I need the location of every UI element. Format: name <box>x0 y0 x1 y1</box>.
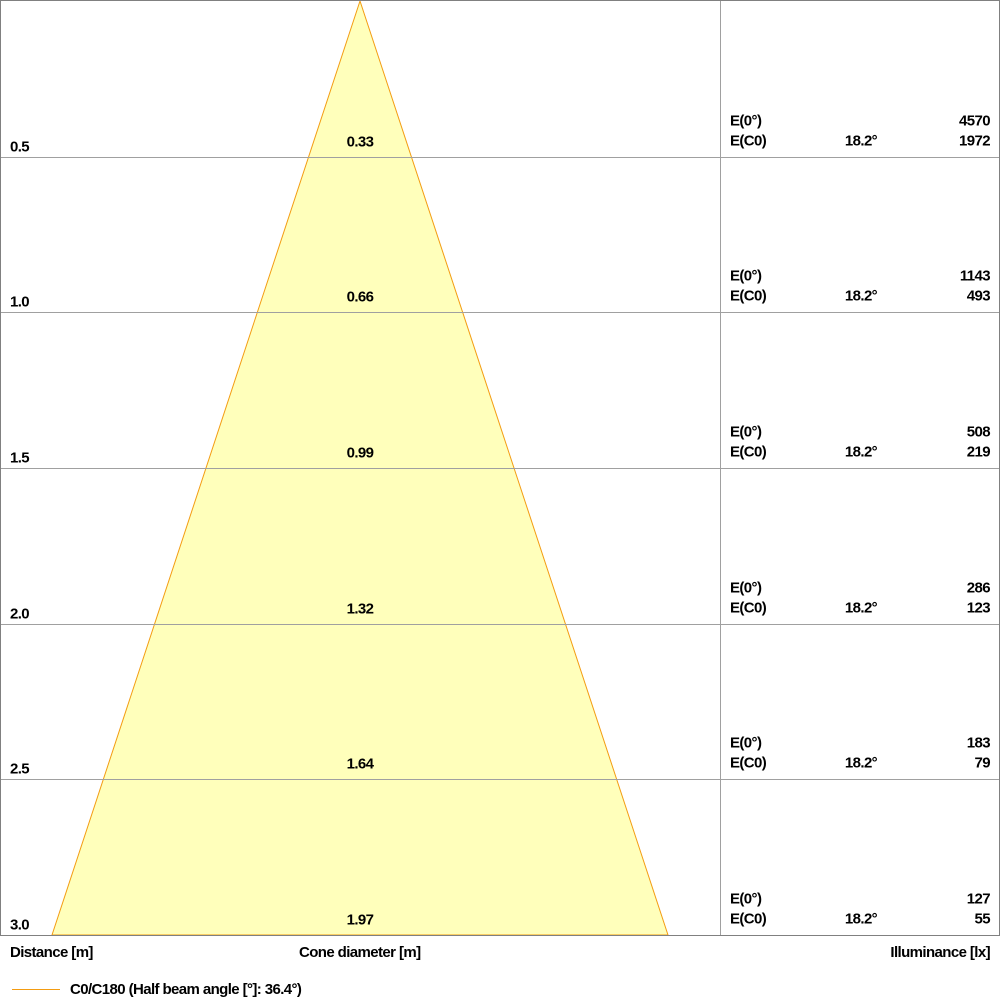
cone-diameter-label: 1.97 <box>347 912 374 929</box>
e0-value: 1143 <box>960 268 990 285</box>
distance-label: 1.5 <box>10 450 29 467</box>
e0-label: E(0°) <box>730 891 762 908</box>
e0-value: 4570 <box>959 113 990 130</box>
ec0-value: 493 <box>967 288 990 305</box>
e0-label: E(0°) <box>730 580 762 597</box>
ec0-label: E(C0) <box>730 444 767 461</box>
cone-diameter-label: 0.99 <box>347 445 374 462</box>
ec0-value: 123 <box>967 600 990 617</box>
e0-value: 508 <box>967 424 990 441</box>
cone-diameter-axis-title: Cone diameter [m] <box>299 944 421 961</box>
cone-diameter-label: 0.33 <box>347 134 374 151</box>
ec0-label: E(C0) <box>730 133 767 150</box>
ec0-label: E(C0) <box>730 911 767 928</box>
distance-label: 0.5 <box>10 139 29 156</box>
illuminance-axis-title: Illuminance [lx] <box>890 944 990 961</box>
ec0-angle: 18.2° <box>845 288 878 305</box>
ec0-value: 79 <box>975 755 991 772</box>
distance-label: 2.5 <box>10 761 29 778</box>
legend-label: C0/C180 (Half beam angle [°]: 36.4°) <box>70 980 302 998</box>
e0-label: E(0°) <box>730 113 762 130</box>
e0-value: 127 <box>967 891 990 908</box>
ec0-angle: 18.2° <box>845 444 878 461</box>
e0-value: 183 <box>967 735 990 752</box>
distance-axis-title: Distance [m] <box>10 944 93 961</box>
cone-diameter-label: 1.32 <box>347 601 374 618</box>
ec0-angle: 18.2° <box>845 600 878 617</box>
ec0-label: E(C0) <box>730 755 767 772</box>
cone-diameter-label: 1.64 <box>347 756 375 773</box>
distance-label: 3.0 <box>10 917 29 934</box>
ec0-label: E(C0) <box>730 600 767 617</box>
e0-value: 286 <box>967 580 990 597</box>
cone-diameter-label: 0.66 <box>347 289 374 306</box>
e0-label: E(0°) <box>730 735 762 752</box>
e0-label: E(0°) <box>730 268 762 285</box>
legend-line-swatch <box>12 988 60 990</box>
legend: C0/C180 (Half beam angle [°]: 36.4°) <box>12 979 302 999</box>
ec0-angle: 18.2° <box>845 755 878 772</box>
ec0-label: E(C0) <box>730 288 767 305</box>
ec0-angle: 18.2° <box>845 911 878 928</box>
ec0-value: 1972 <box>959 133 990 150</box>
ec0-value: 219 <box>967 444 990 461</box>
distance-label: 1.0 <box>10 294 29 311</box>
e0-label: E(0°) <box>730 424 762 441</box>
ec0-angle: 18.2° <box>845 133 878 150</box>
distance-label: 2.0 <box>10 606 29 623</box>
ec0-value: 55 <box>975 911 991 928</box>
